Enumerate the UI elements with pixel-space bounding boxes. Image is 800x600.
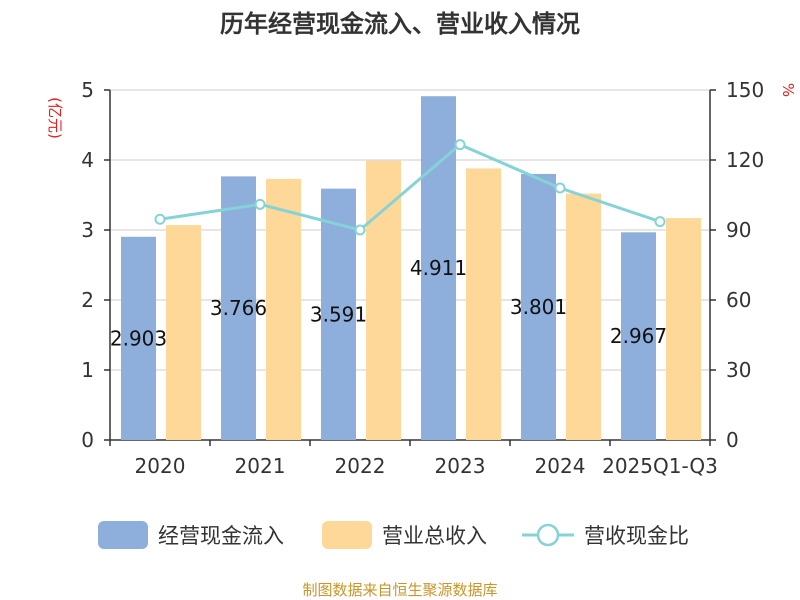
x-tick-label: 2021 xyxy=(235,454,286,478)
ratio-point xyxy=(154,213,166,225)
revenue-bar xyxy=(266,178,301,440)
cash-inflow-label: 2.967 xyxy=(610,324,667,348)
revenue-bar xyxy=(566,193,601,440)
x-tick-label: 2025Q1-Q3 xyxy=(602,454,718,478)
legend[interactable]: 经营现金流入 营业总收入 营收现金比 xyxy=(98,521,689,549)
ratio-line xyxy=(154,139,666,236)
ratio-point xyxy=(254,198,266,210)
cash-inflow-bar xyxy=(221,176,256,440)
legend-swatch-revenue xyxy=(322,521,372,549)
cash-inflow-label: 3.766 xyxy=(210,296,267,320)
ratio-point xyxy=(554,182,566,194)
right-tick-label: 150 xyxy=(726,78,764,102)
axes: 0 1 2 3 4 5 0 30 60 90 120 150 2020 2021 2022 2023 2024 2… xyxy=(81,78,764,478)
left-tick-label: 4 xyxy=(81,148,94,172)
right-tick-label: 0 xyxy=(726,428,739,452)
right-tick-label: 90 xyxy=(726,218,751,242)
right-axis-unit: % xyxy=(779,83,797,97)
x-tick-label: 2024 xyxy=(535,454,586,478)
source-note: 制图数据来自恒生聚源数据库 xyxy=(302,581,497,599)
legend-label-cash-inflow: 经营现金流入 xyxy=(158,524,284,548)
legend-swatch-ratio-marker xyxy=(536,523,560,547)
cash-inflow-label: 3.801 xyxy=(510,295,567,319)
cash-inflow-bar xyxy=(321,188,356,440)
revenue-bar xyxy=(366,160,401,440)
ratio-point xyxy=(654,216,666,228)
right-tick-label: 120 xyxy=(726,148,764,172)
ratio-polyline xyxy=(159,142,661,232)
ratio-point xyxy=(454,139,466,151)
revenue-bar xyxy=(466,168,501,440)
legend-label-ratio: 营收现金比 xyxy=(584,524,689,548)
x-tick-label: 2020 xyxy=(135,454,186,478)
data-labels: 2.903 3.766 3.591 4.911 3.801 2.967 xyxy=(110,256,667,350)
left-axis-unit: (亿元) xyxy=(46,97,64,139)
legend-swatch-cash-inflow xyxy=(98,521,148,549)
cash-inflow-bar xyxy=(621,232,656,440)
cash-inflow-label: 3.591 xyxy=(310,302,367,326)
cash-inflow-label: 2.903 xyxy=(110,326,167,350)
revenue-bar xyxy=(666,218,701,440)
left-tick-label: 0 xyxy=(81,428,94,452)
grid-lines xyxy=(110,89,710,371)
x-tick-label: 2022 xyxy=(335,454,386,478)
cash-inflow-bar xyxy=(121,236,156,440)
cash-inflow-label: 4.911 xyxy=(410,256,467,280)
left-tick-label: 2 xyxy=(81,288,94,312)
chart-title: 历年经营现金流入、营业收入情况 xyxy=(220,10,580,38)
right-tick-label: 30 xyxy=(726,358,751,382)
right-tick-label: 60 xyxy=(726,288,751,312)
cash-inflow-bar xyxy=(521,173,556,440)
left-tick-label: 5 xyxy=(81,78,94,102)
x-tick-label: 2023 xyxy=(435,454,486,478)
legend-label-revenue: 营业总收入 xyxy=(382,524,487,548)
left-tick-label: 3 xyxy=(81,218,94,242)
left-tick-label: 1 xyxy=(81,358,94,382)
ratio-point xyxy=(354,224,366,236)
revenue-bar xyxy=(166,225,201,440)
